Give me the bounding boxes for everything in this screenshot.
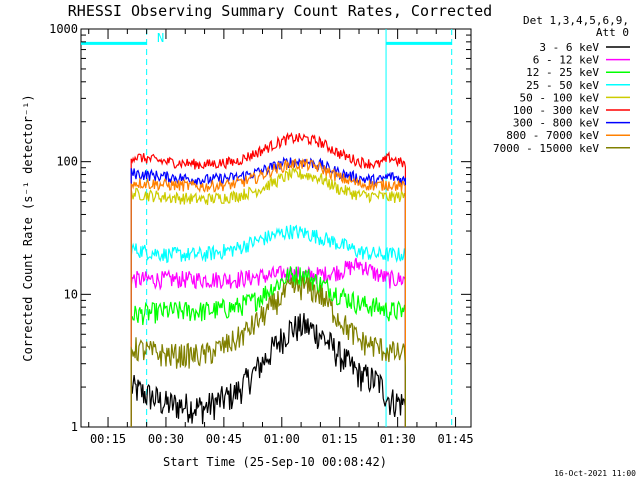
legend-entry-label: 50 - 100 keV bbox=[520, 91, 600, 104]
chart-title: RHESSI Observing Summary Count Rates, Co… bbox=[68, 2, 492, 20]
legend-entry-label: 25 - 50 keV bbox=[526, 79, 599, 92]
x-axis-label: Start Time (25-Sep-10 00:08:42) bbox=[163, 455, 387, 469]
night-annotation: N bbox=[157, 31, 164, 45]
x-tick-label: 00:15 bbox=[90, 432, 126, 446]
y-tick-label: 1000 bbox=[49, 22, 78, 36]
x-tick-label: 00:30 bbox=[148, 432, 184, 446]
series-line-2 bbox=[130, 266, 406, 427]
series-line-5 bbox=[130, 131, 406, 427]
x-tick-label: 00:45 bbox=[206, 432, 242, 446]
legend-header-detectors: Det 1,3,4,5,6,9, bbox=[523, 14, 629, 27]
y-tick-label: 100 bbox=[56, 155, 78, 169]
legend-entry-label: 7000 - 15000 keV bbox=[493, 142, 599, 155]
series-line-6 bbox=[130, 156, 406, 427]
x-tick-label: 01:45 bbox=[437, 432, 473, 446]
legend-entry-label: 800 - 7000 keV bbox=[506, 129, 599, 142]
y-tick-label: 10 bbox=[64, 287, 78, 301]
series-lines bbox=[130, 131, 406, 427]
legend-entry-label: 100 - 300 keV bbox=[513, 104, 599, 117]
plot-frame bbox=[80, 28, 472, 428]
x-tick-label: 01:30 bbox=[380, 432, 416, 446]
series-line-4 bbox=[130, 167, 406, 427]
legend-entry-label: 300 - 800 keV bbox=[513, 117, 599, 130]
legend-entry-label: 6 - 12 keV bbox=[533, 54, 600, 67]
y-tick-label: 1 bbox=[71, 420, 78, 434]
x-tick-label: 01:00 bbox=[264, 432, 300, 446]
legend-header-attenuator: Att 0 bbox=[596, 26, 629, 39]
legend-entry-label: 3 - 6 keV bbox=[539, 41, 599, 54]
series-line-0 bbox=[130, 313, 406, 427]
series-line-8 bbox=[130, 276, 406, 427]
x-tick-label: 01:15 bbox=[322, 432, 358, 446]
series-line-1 bbox=[130, 257, 406, 427]
series-line-3 bbox=[130, 224, 406, 427]
x-axis-ticks: 00:15 00:30 00:45 01:00 01:15 01:30 01:45 bbox=[88, 29, 474, 446]
series-line-7 bbox=[130, 158, 406, 427]
footer-timestamp: 16-Oct-2021 11:00 bbox=[554, 469, 636, 478]
y-axis-ticks: 1 10 100 1000 bbox=[49, 22, 471, 434]
y-axis-label: Corrected Count Rate (s⁻¹ detector⁻¹) bbox=[21, 94, 35, 361]
legend-entry-label: 12 - 25 keV bbox=[526, 66, 599, 79]
